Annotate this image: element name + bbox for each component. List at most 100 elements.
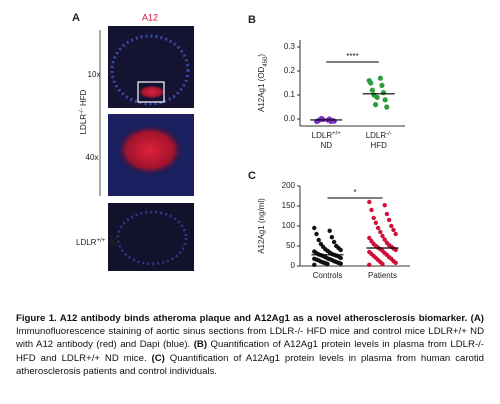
y-tick-label: 0.1	[284, 90, 296, 99]
data-point	[384, 211, 390, 217]
x-tick-label: ND	[320, 141, 332, 150]
text-run: ND	[320, 141, 332, 150]
text-run: -/-	[386, 131, 392, 137]
data-point	[384, 104, 390, 110]
caption-run: Immunofluorescence staining of aortic si…	[16, 326, 484, 351]
text-run: +/+	[332, 131, 341, 137]
y-tick-label: 0.0	[284, 114, 296, 123]
data-point	[329, 235, 335, 240]
x-tick-label: Controls	[313, 271, 343, 280]
data-point	[393, 247, 398, 253]
x-tick-label: LDLR-/-	[366, 131, 392, 141]
data-point	[374, 94, 380, 100]
plaque	[138, 85, 166, 99]
group-label: LDLR-/- HFD	[79, 89, 89, 134]
data-point	[327, 228, 332, 233]
panel-letter: A	[72, 12, 80, 24]
panel-letter: B	[248, 14, 256, 26]
y-tick-label: 0.3	[284, 42, 296, 51]
y-tick-label: 50	[286, 241, 295, 250]
text-run: HFD	[79, 89, 88, 108]
data-point	[373, 220, 379, 225]
data-point	[386, 217, 392, 223]
y-tick-label: 0	[291, 261, 296, 270]
text-run: ND	[105, 238, 119, 247]
figure-panels: A A12 10x 40x LDLR-/- HFD LDLR+/+ ND BA1…	[72, 12, 410, 280]
mag-label: 10x	[88, 70, 101, 79]
caption-run: Quantification of A12Ag1 protein levels …	[16, 352, 484, 377]
data-point	[378, 229, 383, 235]
x-tick-label: HFD	[371, 141, 388, 150]
tissue	[110, 34, 190, 106]
stain-label: A12	[142, 12, 158, 22]
caption-run: (C)	[151, 352, 165, 364]
y-tick-label: 100	[282, 221, 296, 230]
data-point	[382, 97, 388, 103]
data-point	[338, 255, 343, 261]
panel-letter: C	[248, 170, 256, 182]
data-point	[391, 227, 396, 233]
data-point	[314, 231, 319, 237]
significance-label: ****	[346, 52, 358, 61]
data-point	[369, 87, 375, 93]
text-run: Patients	[368, 271, 397, 280]
data-point	[368, 80, 374, 86]
text-run: -/-	[79, 108, 85, 114]
y-axis-label: A12Ag1 (OD450)	[257, 54, 268, 112]
data-point	[393, 260, 398, 265]
plaque-zoom	[116, 124, 184, 176]
data-point	[389, 223, 394, 229]
text-run: A12Ag1 (OD	[257, 66, 266, 112]
x-tick-label: LDLR+/+	[312, 131, 342, 141]
text-run: HFD	[371, 141, 388, 150]
data-point	[325, 261, 330, 267]
image-nd	[108, 203, 194, 271]
caption-run: (B)	[193, 339, 208, 351]
data-point	[338, 247, 343, 253]
caption-run: Figure 1. A12 antibody binds atheroma pl…	[16, 313, 468, 324]
data-point	[375, 225, 381, 231]
text-run: )	[257, 54, 266, 57]
data-point	[393, 231, 398, 237]
data-point	[372, 102, 379, 108]
text-run: 450	[263, 56, 269, 67]
data-point	[367, 262, 372, 267]
text-run: +/+	[96, 238, 105, 244]
y-axis-label: A12Ag1 (ng/ml)	[257, 198, 266, 254]
data-point	[379, 82, 385, 88]
data-point	[380, 261, 385, 267]
data-point	[331, 239, 337, 245]
mag-label: 40x	[86, 153, 99, 162]
data-point	[380, 233, 385, 239]
y-tick-label: 0.2	[284, 66, 296, 75]
significance-label: *	[353, 188, 356, 197]
data-point	[312, 262, 317, 267]
group-label: LDLR+/+ ND	[76, 238, 119, 248]
data-point	[380, 90, 387, 96]
text-run: Controls	[313, 271, 343, 280]
data-point	[331, 118, 337, 124]
data-point	[316, 237, 321, 243]
caption-run: Quantification of A12Ag1 protein levels …	[16, 339, 485, 364]
text-run: LDLR	[79, 114, 88, 135]
data-point	[377, 75, 383, 81]
tissue	[116, 210, 188, 266]
text-run: A12Ag1 (ng/ml)	[257, 198, 266, 254]
data-point	[382, 237, 387, 242]
data-point	[382, 203, 387, 208]
data-point	[367, 235, 372, 241]
x-tick-label: Patients	[368, 271, 397, 280]
text-run: LDLR	[312, 131, 333, 140]
caption-run: (A)	[470, 313, 484, 324]
data-point	[338, 261, 343, 266]
y-tick-label: 150	[282, 201, 296, 210]
text-run: LDLR	[76, 238, 97, 247]
y-tick-label: 200	[282, 181, 296, 190]
data-point	[371, 215, 376, 221]
text-run: LDLR	[366, 131, 387, 140]
data-point	[312, 225, 317, 231]
data-point	[369, 207, 374, 213]
caption: Figure 1. A12 antibody binds atheroma pl…	[16, 312, 484, 378]
zoom-box	[137, 81, 165, 103]
